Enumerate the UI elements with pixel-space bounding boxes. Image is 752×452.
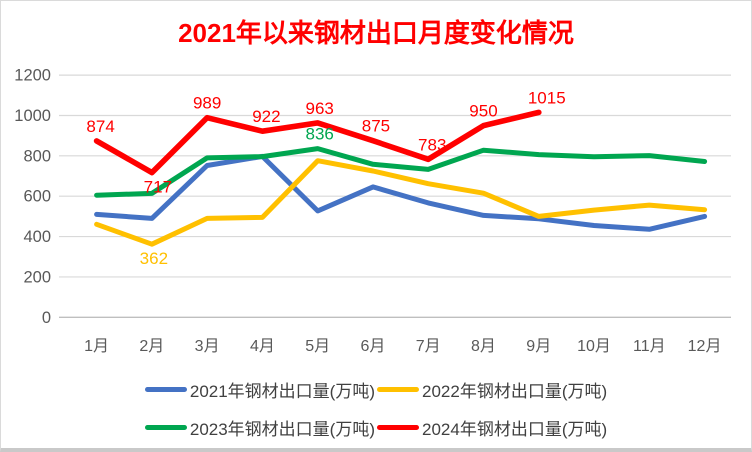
legend-row-1: 2021年钢材出口量(万吨) 2022年钢材出口量(万吨): [144, 377, 608, 402]
series-line-2024: [93, 109, 542, 176]
x-axis-label: 10月: [577, 338, 611, 355]
legend-item-2023: 2023年钢材出口量(万吨): [144, 415, 375, 440]
data-label: 717: [144, 178, 172, 197]
series-line-2023: [94, 146, 708, 198]
data-label: 783: [418, 135, 446, 154]
x-axis-label: 5月: [305, 338, 330, 355]
x-axis-label: 2月: [139, 338, 164, 355]
x-axis-label: 7月: [416, 338, 441, 355]
legend-item-2021: 2021年钢材出口量(万吨): [144, 377, 375, 402]
y-axis-label: 600: [23, 188, 51, 206]
x-axis-label: 4月: [250, 338, 275, 355]
x-axis-label: 12月: [688, 338, 722, 355]
data-label: 875: [362, 117, 390, 136]
x-axis-label: 8月: [471, 338, 496, 355]
y-axis-label: 400: [23, 228, 51, 246]
legend-label: 2024年钢材出口量(万吨): [422, 420, 608, 439]
legend-swatch-icon: [144, 425, 187, 430]
data-label: 874: [86, 117, 114, 136]
data-label: 836: [305, 125, 333, 144]
x-axis-label: 6月: [360, 338, 385, 355]
y-axis-label: 1000: [14, 107, 51, 125]
data-label: 989: [193, 94, 221, 113]
series-line-2022: [94, 158, 708, 247]
legend-row-2: 2023年钢材出口量(万吨) 2024年钢材出口量(万吨): [144, 415, 608, 440]
legend-swatch-icon: [377, 425, 419, 430]
legend-label: 2021年钢材出口量(万吨): [189, 382, 375, 401]
x-axis-label: 9月: [526, 338, 551, 355]
data-label: 922: [252, 107, 280, 126]
series-line-2021: [94, 153, 708, 232]
chart-title: 2021年以来钢材出口月度变化情况: [178, 18, 574, 48]
legend-swatch-icon: [377, 387, 419, 392]
y-axis-label: 1200: [14, 67, 51, 85]
data-label: 1015: [528, 88, 566, 107]
y-axis-label: 800: [23, 147, 51, 165]
data-label: 362: [140, 249, 168, 268]
legend-label: 2023年钢材出口量(万吨): [189, 420, 375, 439]
legend: 2021年钢材出口量(万吨) 2022年钢材出口量(万吨) 2023年钢材出口量(…: [1, 377, 751, 440]
legend-item-2024: 2024年钢材出口量(万吨): [377, 415, 607, 440]
legend-swatch-icon: [144, 387, 187, 392]
legend-item-2022: 2022年钢材出口量(万吨): [377, 377, 607, 402]
x-axis-label: 3月: [195, 338, 220, 355]
legend-label: 2022年钢材出口量(万吨): [422, 382, 608, 401]
x-axis-label: 1月: [84, 338, 109, 355]
data-label: 950: [469, 102, 497, 121]
x-axis-label: 11月: [633, 338, 666, 355]
data-label: 963: [305, 99, 333, 118]
y-axis-label: 0: [42, 309, 51, 327]
y-axis-label: 200: [23, 268, 51, 286]
